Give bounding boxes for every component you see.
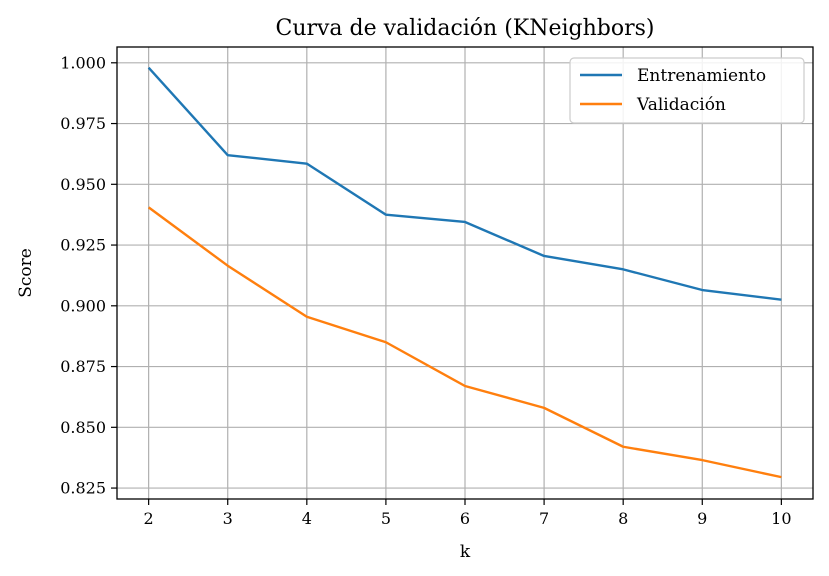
x-tick-label: 9 (697, 509, 707, 528)
y-tick-label: 0.850 (60, 418, 106, 437)
y-tick-label: 0.875 (60, 357, 106, 376)
series-lines (147, 66, 782, 479)
legend-label: Entrenamiento (637, 66, 766, 86)
x-axis-label: k (460, 542, 471, 562)
x-tick-label: 6 (460, 509, 470, 528)
series-line-2 (147, 206, 782, 479)
legend-box (569, 57, 805, 124)
series-line-1 (147, 66, 782, 301)
chart-title: Curva de validación (KNeighbors) (275, 16, 654, 41)
x-tick-label: 10 (771, 509, 791, 528)
x-tick-label: 5 (381, 509, 391, 528)
axis-ticks: 2 3 4 5 6 7 8 9 10 0.825 0.850 0.875 0.900 0.925 0.950… (60, 53, 791, 528)
x-tick-label: 7 (539, 509, 549, 528)
y-tick-label: 0.925 (60, 236, 106, 255)
x-tick-label: 3 (223, 509, 233, 528)
y-tick-label: 1.000 (60, 53, 106, 72)
legend-label: Validación (636, 95, 726, 115)
y-tick-label: 0.975 (60, 114, 106, 133)
y-tick-label: 0.825 (60, 479, 106, 498)
grid-lines (117, 47, 813, 499)
y-tick-label: 0.900 (60, 296, 106, 315)
x-tick-label: 4 (302, 509, 312, 528)
legend: Entrenamiento Validación (569, 57, 805, 124)
y-tick-label: 0.950 (60, 175, 106, 194)
x-tick-label: 2 (144, 509, 154, 528)
x-tick-label: 8 (618, 509, 628, 528)
y-axis-label: Score (16, 248, 36, 298)
